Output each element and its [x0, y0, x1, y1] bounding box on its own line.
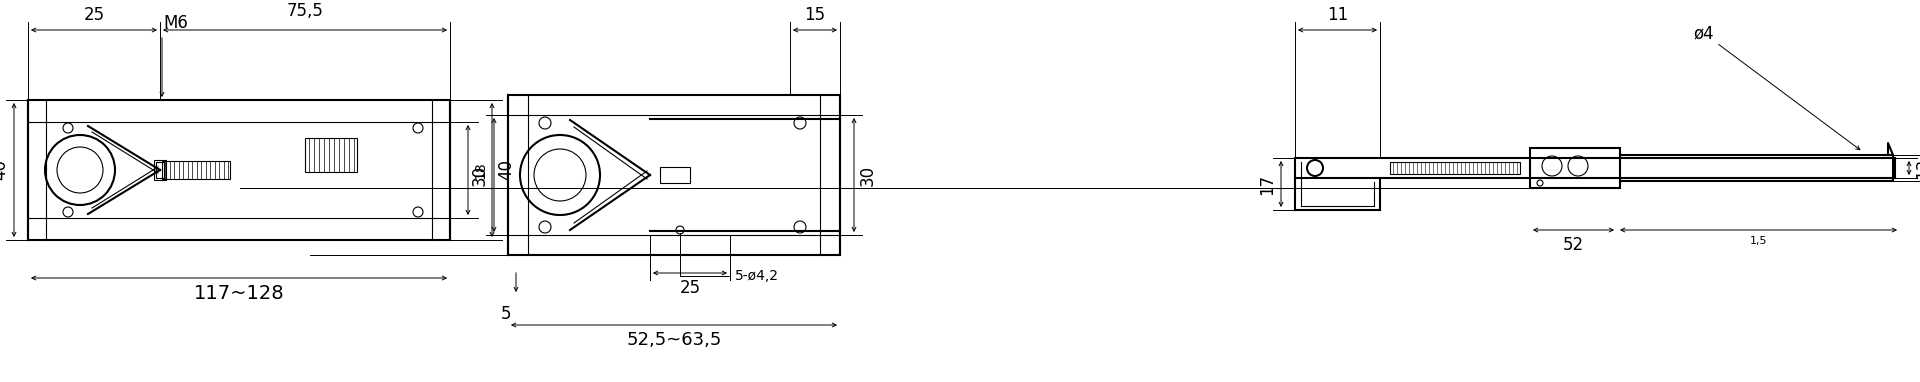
- Bar: [156, 162, 163, 178]
- Text: 13: 13: [1914, 157, 1920, 179]
- Text: 1,5: 1,5: [1749, 236, 1766, 246]
- Text: 40: 40: [0, 160, 10, 181]
- Text: 52,5~63,5: 52,5~63,5: [626, 331, 722, 349]
- Text: 25: 25: [680, 279, 701, 297]
- Text: 75,5: 75,5: [286, 2, 323, 20]
- Text: ø4: ø4: [1693, 24, 1860, 150]
- Bar: [509, 95, 841, 255]
- Bar: [1530, 148, 1620, 188]
- Text: 40: 40: [497, 160, 515, 181]
- Text: 5-ø4,2: 5-ø4,2: [680, 233, 780, 283]
- Bar: [154, 160, 165, 180]
- Text: 15: 15: [804, 6, 826, 24]
- Bar: [305, 138, 357, 172]
- Bar: [660, 167, 689, 183]
- Text: M6: M6: [163, 14, 188, 32]
- Bar: [161, 161, 230, 179]
- Text: 18: 18: [472, 161, 488, 179]
- Text: 5: 5: [501, 305, 511, 323]
- Text: 11: 11: [1327, 6, 1348, 24]
- Text: 30: 30: [858, 164, 877, 186]
- Text: 25: 25: [83, 6, 104, 24]
- Bar: [29, 100, 449, 240]
- Text: 30: 30: [470, 164, 490, 186]
- Text: 17: 17: [1258, 173, 1277, 194]
- Text: 52: 52: [1563, 236, 1584, 254]
- Bar: [1390, 162, 1521, 174]
- Text: 117~128: 117~128: [194, 284, 284, 303]
